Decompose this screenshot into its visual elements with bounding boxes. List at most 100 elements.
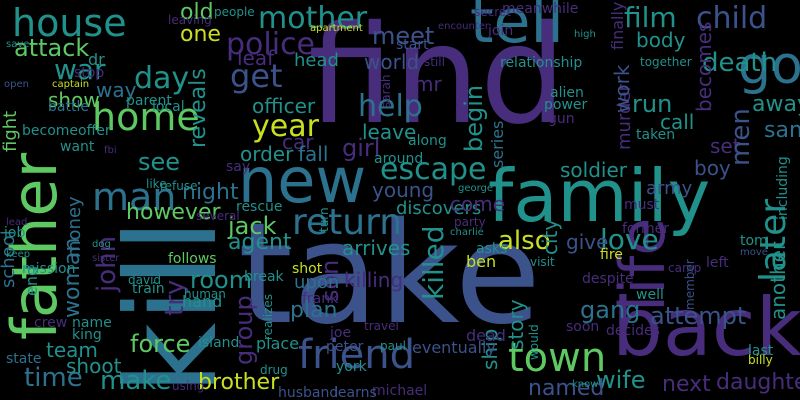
word-travel: travel bbox=[364, 319, 399, 333]
word-well: well bbox=[636, 287, 664, 303]
word-girl: girl bbox=[342, 134, 381, 162]
word-team: team bbox=[46, 338, 98, 362]
word-agent: agent bbox=[228, 230, 292, 255]
word-however: however bbox=[126, 200, 221, 225]
word-force: force bbox=[130, 330, 191, 358]
word-new: new bbox=[238, 144, 367, 217]
word-left: left bbox=[706, 255, 729, 271]
word-war: war bbox=[54, 53, 106, 86]
word-series: series bbox=[488, 120, 507, 168]
word-save: save bbox=[6, 39, 30, 50]
word-home: home bbox=[92, 95, 200, 139]
word-taken: taken bbox=[636, 127, 676, 143]
word-take: take bbox=[238, 193, 541, 356]
word-begin: begin bbox=[460, 84, 488, 152]
word-story: story bbox=[504, 299, 528, 350]
word-people: people bbox=[214, 5, 255, 19]
word-refuse: refuse bbox=[160, 179, 198, 193]
word-killed: killed bbox=[417, 225, 450, 300]
word-body: body bbox=[636, 28, 686, 52]
word-frank: frank bbox=[302, 291, 339, 307]
word-help: help bbox=[358, 89, 423, 124]
word-relationship: relationship bbox=[500, 55, 583, 71]
word-head: head bbox=[294, 50, 339, 71]
word-becomes: becomes bbox=[692, 21, 716, 112]
word-town: town bbox=[508, 335, 607, 381]
word-brother: brother bbox=[198, 370, 280, 395]
word-say: say bbox=[226, 159, 251, 175]
word-daughter: daughter bbox=[716, 370, 800, 395]
word-men: men bbox=[726, 108, 756, 166]
word-shot: shot bbox=[292, 261, 323, 277]
word-child: child bbox=[696, 1, 768, 36]
word-billy: billy bbox=[748, 353, 773, 367]
word-film: film bbox=[624, 1, 677, 34]
word-husband: husband bbox=[278, 385, 339, 400]
word-party: party bbox=[454, 215, 486, 229]
word-another: another bbox=[766, 241, 790, 320]
word-tell: tell bbox=[470, 0, 564, 57]
word-fight: fight bbox=[0, 110, 21, 152]
word-decides: decides bbox=[606, 323, 660, 339]
word-wife: wife bbox=[596, 366, 646, 394]
word-away: away bbox=[752, 92, 800, 117]
word-world: world bbox=[364, 50, 420, 74]
word-island: island bbox=[198, 335, 240, 351]
word-mother: mother bbox=[258, 1, 368, 36]
word-job: job bbox=[4, 225, 26, 241]
word-year: year bbox=[252, 109, 319, 144]
word-battle: battle bbox=[48, 99, 89, 115]
word-sarah: sarah bbox=[379, 74, 393, 109]
word-death: death bbox=[702, 48, 778, 78]
word-former: former bbox=[622, 221, 670, 237]
word-mission: mission bbox=[22, 261, 76, 277]
word-give: give bbox=[566, 230, 609, 254]
word-learns: learns bbox=[334, 385, 377, 400]
word-arrives: arrives bbox=[342, 236, 411, 260]
word-young: young bbox=[372, 178, 435, 202]
word-using: using bbox=[172, 379, 205, 393]
word-camp: camp bbox=[668, 261, 702, 275]
word-night: night bbox=[182, 180, 239, 205]
word-one: one bbox=[180, 22, 221, 47]
word-officer: officer bbox=[252, 94, 316, 118]
word-turn: turn bbox=[317, 207, 331, 232]
word-attempt: attempt bbox=[650, 302, 747, 330]
word-captain: captain bbox=[52, 79, 90, 90]
word-next: next bbox=[662, 372, 711, 397]
word-like: like bbox=[146, 177, 167, 191]
word-order: order bbox=[240, 142, 294, 166]
word-still: still bbox=[424, 55, 445, 69]
word-money: money bbox=[64, 196, 85, 258]
word-sam: sam bbox=[764, 118, 800, 143]
word-place: place bbox=[256, 334, 300, 353]
word-fall: fall bbox=[298, 142, 329, 166]
word-day: day bbox=[134, 61, 190, 96]
word-train: train bbox=[132, 281, 165, 297]
word-gun: gun bbox=[548, 111, 575, 127]
word-house: house bbox=[12, 1, 127, 45]
word-including: including bbox=[775, 156, 791, 220]
word-fire: fire bbox=[600, 247, 623, 263]
word-killing: killing bbox=[344, 268, 404, 292]
word-leave: leave bbox=[362, 120, 417, 144]
word-shoot: shoot bbox=[66, 354, 122, 378]
word-city: city bbox=[538, 218, 562, 255]
word-soldier: soldier bbox=[560, 158, 627, 182]
word-named: named bbox=[528, 376, 605, 400]
word-power: power bbox=[544, 97, 588, 113]
word-return: return bbox=[292, 202, 403, 243]
word-parent: parent bbox=[126, 93, 172, 109]
word-mr: mr bbox=[414, 72, 442, 96]
word-way: way bbox=[96, 78, 137, 102]
word-upon: upon bbox=[294, 272, 340, 293]
word-dog: dog bbox=[92, 239, 111, 250]
word-boy: boy bbox=[694, 156, 731, 180]
word-soon: soon bbox=[566, 319, 600, 335]
word-joe: joe bbox=[330, 325, 352, 341]
word-time: time bbox=[24, 363, 83, 393]
word-must: must bbox=[624, 197, 660, 213]
word-jack: jack bbox=[228, 212, 277, 240]
word-call: call bbox=[660, 110, 695, 134]
